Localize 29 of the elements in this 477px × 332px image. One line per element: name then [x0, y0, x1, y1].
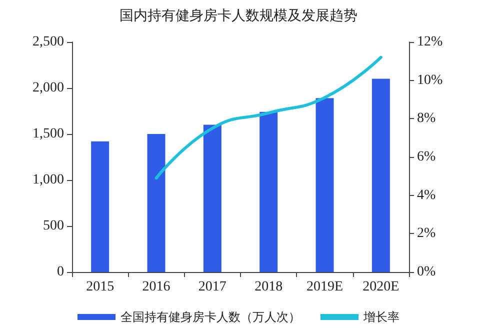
bar [260, 112, 278, 272]
x-tick-label: 2015 [86, 280, 114, 294]
y-tick-label: 2,500 [32, 34, 64, 50]
x-tick-label: 2017 [198, 280, 226, 294]
y-tick-label: 1,000 [32, 172, 64, 188]
y-tick-label: 2,000 [32, 80, 64, 96]
y2-tick-label: 12% [417, 34, 443, 50]
y2-tick-label: 10% [417, 72, 443, 88]
y-tick-label: 0 [57, 264, 64, 280]
bar [203, 124, 222, 272]
y2-tick-label: 2% [417, 226, 436, 242]
x-tick-label: 2018 [254, 280, 283, 294]
chart-title: 国内持有健身房卡人数规模及发展趋势 [120, 8, 358, 24]
legend-label: 全国持有健身房卡人数（万人次） [120, 310, 300, 324]
x-tick-label: 2020E [362, 280, 400, 294]
y-tick-label: 500 [43, 218, 64, 234]
x-tick-label: 2019E [306, 280, 344, 294]
y2-tick-label: 4% [417, 188, 436, 203]
legend-label: 增长率 [362, 310, 400, 324]
bar [91, 141, 110, 272]
y2-tick-label: 8% [417, 111, 436, 126]
bar [147, 134, 166, 272]
x-tick-label: 2016 [142, 280, 170, 294]
bar [372, 78, 390, 272]
bar [316, 98, 334, 272]
line-series [154, 56, 382, 180]
y2-tick-label: 6% [417, 150, 436, 164]
y2-tick-label: 0% [417, 264, 436, 280]
y-tick-label: 1,500 [32, 126, 64, 142]
